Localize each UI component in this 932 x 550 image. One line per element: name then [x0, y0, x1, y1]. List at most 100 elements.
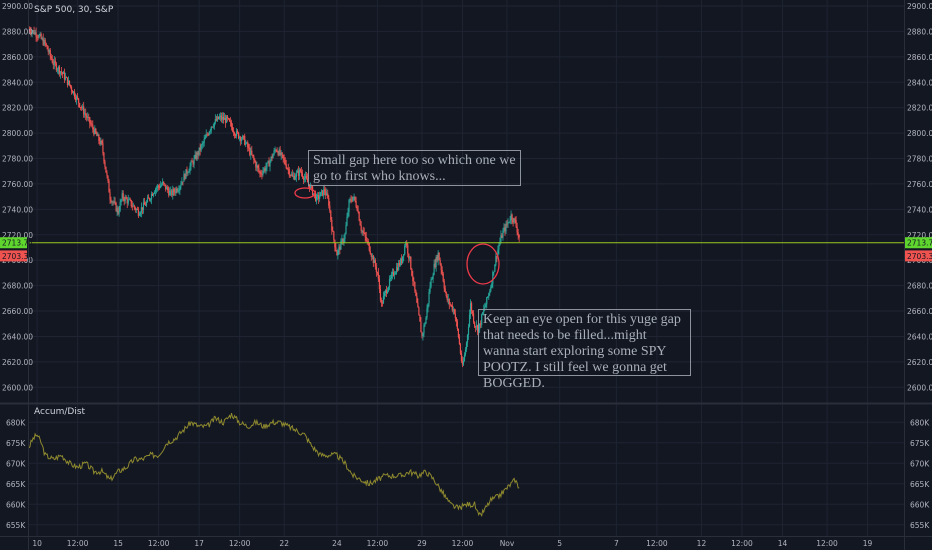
candle-body	[85, 113, 87, 116]
candle-body	[442, 273, 444, 282]
indicator-title: Accum/Dist	[34, 407, 86, 417]
candle-body	[487, 296, 489, 298]
candle-body	[52, 62, 54, 65]
candle-body	[168, 190, 170, 196]
candle-body	[40, 34, 42, 39]
candle-body	[54, 60, 56, 64]
candle-body	[286, 168, 288, 170]
candle-body	[126, 198, 128, 204]
candle-body	[73, 91, 76, 98]
candle-body	[75, 96, 78, 100]
y-tick-right: 2780.00	[907, 155, 932, 164]
candle-body	[238, 132, 240, 139]
candle-body	[472, 313, 475, 323]
candle-body	[132, 205, 134, 207]
candle-body	[343, 238, 345, 243]
candle-body	[279, 149, 281, 155]
candle-body	[443, 281, 445, 289]
y-tick-left: 2840.00	[2, 78, 33, 87]
candle-body	[87, 116, 89, 118]
indicator-tick-right: 675K	[910, 439, 930, 448]
candle-body	[411, 268, 413, 276]
x-tick: 12	[697, 539, 707, 548]
candle-body	[116, 208, 118, 212]
price-levels: 2713.74 2713.74 2703.37 2703.37	[0, 237, 932, 262]
candle-body	[334, 239, 336, 248]
gap-circle-large[interactable]	[466, 243, 500, 285]
annotation-yuge-gap[interactable]: Keep an eye open for this yuge gap that …	[478, 309, 691, 391]
candle-body	[42, 38, 44, 45]
candle-body	[490, 287, 492, 292]
candle-body	[33, 30, 35, 35]
candle-body	[375, 266, 377, 273]
candle-body	[337, 250, 339, 256]
x-tick: 12:00	[646, 539, 668, 548]
x-tick: 12:00	[229, 539, 251, 548]
y-tick-left: 2600.00	[2, 383, 33, 392]
candle-body	[128, 199, 130, 201]
candle-body	[372, 255, 374, 263]
candle-body	[481, 314, 483, 325]
candle-body	[257, 165, 259, 168]
current-price-label-left: 2713.74	[2, 239, 33, 248]
candle-body	[451, 305, 453, 311]
candle-body	[514, 218, 516, 221]
candle-body	[47, 49, 49, 52]
candle-body	[127, 199, 129, 204]
candle-body	[201, 143, 203, 146]
candle-body	[453, 309, 455, 314]
candle-body	[82, 106, 84, 109]
candle-body	[356, 206, 358, 211]
candle-body	[292, 175, 294, 177]
y-tick-left: 2660.00	[2, 307, 33, 316]
candle-body	[212, 126, 214, 128]
candle-body	[320, 192, 322, 197]
y-tick-right: 2820.00	[907, 104, 932, 113]
candle-body	[308, 184, 311, 190]
candle-body	[301, 173, 304, 178]
prev-price-label-left-bg	[0, 250, 27, 262]
candle-body	[446, 295, 448, 301]
candle-body	[63, 72, 66, 80]
candle-body	[281, 152, 283, 155]
candle-body	[250, 150, 252, 155]
candle-body	[118, 210, 120, 214]
candle-body	[35, 32, 37, 37]
candle-body	[312, 193, 315, 195]
annotation-small-gap[interactable]: Small gap here too so which one we go to…	[308, 150, 521, 186]
candle-body	[71, 90, 74, 94]
x-tick: 7	[614, 539, 619, 548]
candle-body	[144, 204, 147, 206]
current-price-label-right: 2713.74	[907, 239, 932, 248]
candle-body	[39, 34, 41, 36]
candle-body	[272, 154, 274, 159]
candle-body	[190, 161, 192, 166]
candle-body	[88, 116, 90, 118]
candle-body	[378, 278, 381, 289]
candle-body	[417, 302, 419, 308]
gap-circle-small[interactable]	[294, 187, 316, 199]
candle-body	[505, 223, 507, 232]
candle-body	[32, 30, 34, 32]
candle-body	[231, 126, 234, 132]
candle-body	[269, 160, 271, 167]
candle-body	[456, 321, 458, 330]
candle-body	[253, 156, 255, 160]
candle-body	[205, 134, 207, 138]
candle-body	[377, 273, 379, 279]
y-tick-left: 2860.00	[2, 53, 33, 62]
candle-body	[465, 342, 468, 350]
candle-body	[138, 214, 140, 216]
candle-body	[237, 130, 239, 133]
candle-body	[41, 38, 43, 40]
candle-body	[384, 290, 387, 293]
candle-body	[429, 286, 431, 293]
candle-body	[486, 297, 488, 305]
candle-body	[246, 142, 248, 144]
candle-body	[120, 199, 122, 203]
candle-body	[369, 250, 371, 255]
candle-body	[72, 91, 75, 94]
candle-body	[158, 185, 160, 187]
candle-body	[354, 196, 356, 202]
y-tick-right: 2740.00	[907, 205, 932, 214]
